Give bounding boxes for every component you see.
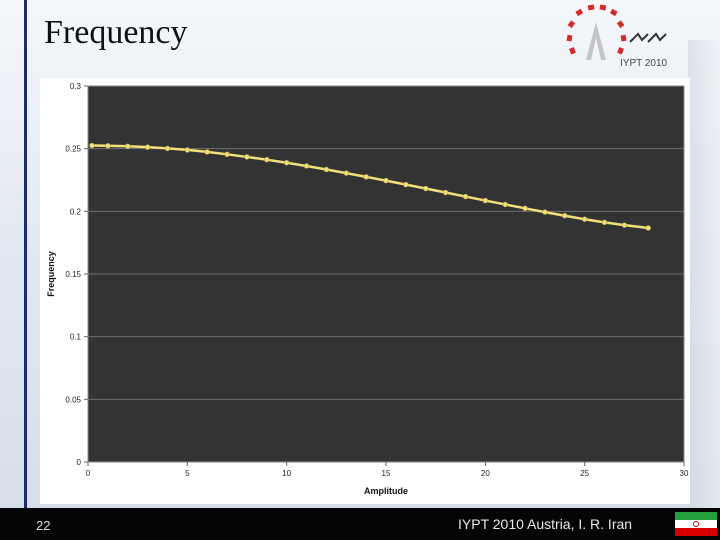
data-point xyxy=(581,216,588,222)
iypt-logo: IYPT 2010 xyxy=(566,4,668,69)
data-point xyxy=(423,185,429,192)
data-point xyxy=(403,181,409,188)
x-tick-label: 10 xyxy=(282,469,291,478)
y-tick-label: 0.1 xyxy=(70,333,82,342)
chart-area: 0 0.05 0.1 0.15 0.2 0.25 0.3 0 5 10 15 20 25 30 Amplit… xyxy=(40,78,690,504)
data-point xyxy=(522,205,528,212)
data-point xyxy=(621,222,628,228)
data-point xyxy=(363,174,369,180)
data-point xyxy=(645,225,651,231)
data-point xyxy=(283,160,290,166)
y-tick-label: 0.3 xyxy=(70,82,82,91)
y-tick-label: 0.2 xyxy=(70,207,82,216)
footer-caption: IYPT 2010 Austria, I. R. Iran xyxy=(458,516,633,532)
footer-bar: 22 IYPT 2010 Austria, I. R. Iran xyxy=(0,508,720,540)
data-point xyxy=(125,143,131,149)
page-number: 22 xyxy=(36,518,51,533)
y-tick-label: 0.15 xyxy=(65,270,81,279)
data-point xyxy=(542,209,548,215)
data-point xyxy=(343,170,349,176)
x-tick-label: 0 xyxy=(86,469,91,478)
data-point xyxy=(482,197,489,204)
data-point xyxy=(383,177,389,184)
data-point xyxy=(144,144,151,150)
slide-title: Frequency xyxy=(44,14,188,51)
y-tick-label: 0 xyxy=(77,458,82,467)
data-point xyxy=(184,147,191,153)
data-point xyxy=(244,154,250,160)
x-axis-title: Amplitude xyxy=(364,486,408,496)
data-point xyxy=(89,142,95,149)
iran-flag-icon xyxy=(675,512,717,536)
x-tick-label: 25 xyxy=(580,469,589,478)
logo-text: IYPT 2010 xyxy=(620,58,668,69)
y-tick-label: 0.25 xyxy=(65,145,81,154)
x-tick-label: 15 xyxy=(382,469,391,478)
data-point xyxy=(442,189,449,196)
data-point xyxy=(601,219,608,226)
data-point xyxy=(562,213,568,219)
left-accent-rule xyxy=(24,0,27,508)
x-tick-label: 5 xyxy=(185,469,190,478)
data-point xyxy=(224,151,230,158)
logo-ring xyxy=(566,4,627,55)
x-tick-label: 30 xyxy=(680,469,689,478)
y-tick-label: 0.05 xyxy=(65,395,81,404)
data-point xyxy=(105,143,111,149)
data-point xyxy=(264,156,270,163)
scatter-chart: 0 0.05 0.1 0.15 0.2 0.25 0.3 0 5 10 15 20 25 30 Amplit… xyxy=(46,82,689,496)
data-point xyxy=(502,201,508,208)
data-point xyxy=(303,163,310,169)
data-point xyxy=(164,145,171,152)
y-axis-title: Frequency xyxy=(46,251,56,297)
data-point xyxy=(462,193,469,200)
data-point xyxy=(323,166,330,173)
logo-tower-shape xyxy=(586,22,606,60)
background-tower-graphic xyxy=(688,40,720,510)
data-point xyxy=(204,149,210,155)
x-tick-label: 20 xyxy=(481,469,490,478)
